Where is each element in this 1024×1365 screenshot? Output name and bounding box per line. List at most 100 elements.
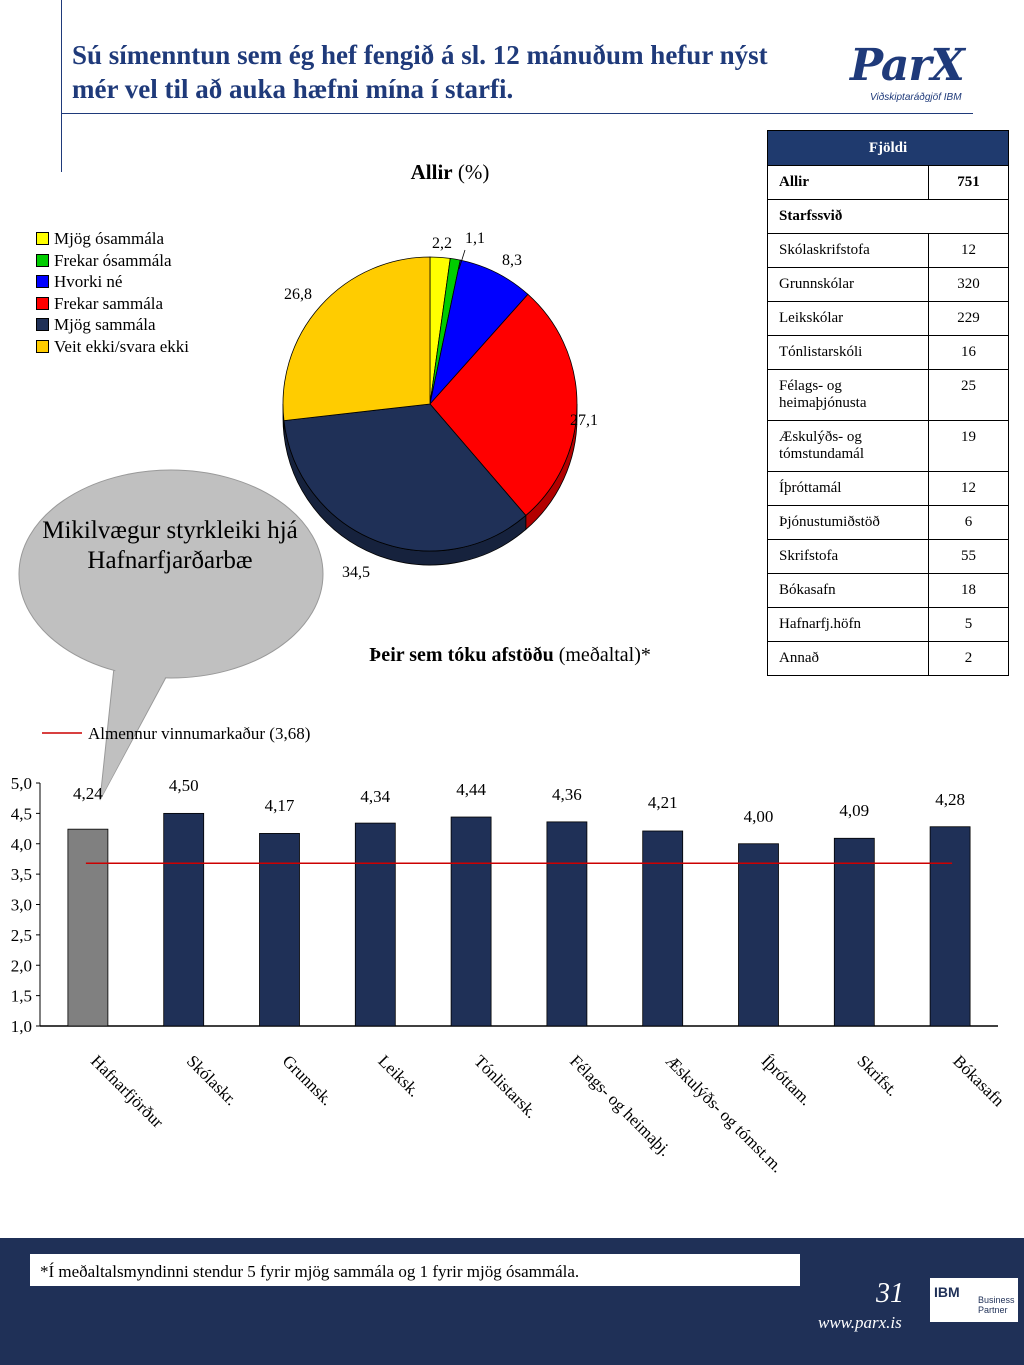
table-cell-label: Skrifstofa [767,539,929,574]
legend-swatch [36,275,49,289]
x-tick-label: Tónlistarsk. [470,1051,541,1122]
bar [259,833,300,1027]
bar-value-label: 4,28 [935,790,965,809]
y-tick-label: 1,0 [11,1017,32,1036]
bar [67,828,109,1027]
table-cell-label: Allir [767,165,929,200]
table-row: Tónlistarskóli 16 [767,335,1009,370]
pie-chart: 2,2 1,1 8,3 27,1 34,5 26,8 [282,230,598,581]
table-row: Íþróttamál 12 [767,471,1009,506]
legend-label: Mjög ósammála [54,229,165,248]
y-tick-label: 5,0 [11,774,32,793]
table-cell-value: 751 [928,165,1009,200]
pie-value-label: 8,3 [502,252,522,269]
table-cell-value: 2 [928,641,1009,676]
table-row: Þjónustumiðstöð 6 [767,505,1009,540]
y-tick-label: 3,0 [11,896,32,915]
pie-value-label: 27,1 [570,412,598,429]
table-cell-value: 229 [928,301,1009,336]
table-row-allir: Allir 751 [767,165,1009,200]
reference-legend-label: Almennur vinnumarkaður (3,68) [88,724,310,743]
legend-swatch [36,232,49,246]
table-cell-label: Leikskólar [767,301,929,336]
y-tick-label: 2,5 [11,926,32,945]
table-cell-value: 16 [928,335,1009,370]
pie-title-bold: Allir [410,160,453,184]
pie-chart-title: Allir (%) [280,160,620,185]
pie-value-label: 2,2 [432,235,452,252]
table-cell-label: Bókasafn [767,573,929,608]
legend-swatch [36,339,49,353]
x-tick-label: Skrifst. [853,1051,902,1100]
bar-chart: 1,0 1,5 2,0 2,5 3,0 3,5 4,0 4,5 5,0 4,24 Hafnarfjö… [11,724,1009,1176]
website-link[interactable]: www.parx.is [818,1313,902,1332]
bar-value-label: 4,34 [360,787,390,806]
legend-label: Frekar sammála [54,293,164,313]
bar [546,821,588,1027]
pie-leader-line [458,249,466,270]
table-cell-label: Grunnskólar [767,267,929,302]
table-cell-label: Tónlistarskóli [767,335,929,370]
bar-value-label: 4,36 [552,785,582,804]
legend-swatch [36,296,49,310]
legend-item: Veit ekki/svara ekki [36,336,189,358]
legend-item: Hvorki né [36,271,189,293]
legend-item: Mjög sammála [36,314,189,336]
table-row: Annað 2 [767,641,1009,676]
speech-bubble-ellipse [18,469,324,679]
legend-swatch [36,318,49,332]
bar-value-label: 4,24 [73,784,103,803]
table-cell-label: Hafnarfj.höfn [767,607,929,642]
x-tick-label: Félags- og heimaþj. [566,1051,675,1160]
legend-label: Veit ekki/svara ekki [54,336,190,356]
speech-bubble-text: Mikilvægur styrkleiki hjá Hafnarfjarðarb… [42,517,298,574]
bar-value-label: 4,21 [648,793,678,812]
table-row: Grunnskólar 320 [767,267,1009,302]
bar [354,822,396,1027]
table-cell-value: 55 [928,539,1009,574]
pie-slice [282,256,431,422]
parx-logo: ParX [850,40,965,91]
x-tick-label: Hafnarfjörður [87,1051,167,1131]
table-cell-label: Æskulýðs- og tómstundamál [767,420,929,472]
legend-item: Frekar ósammála [36,250,189,272]
header-vertical-rule [61,0,62,172]
parx-logo-subtitle: Viðskiptaráðgjöf IBM [870,92,962,103]
pie-legend: Mjög ósammála Frekar ósammála Hvorki né Fre… [36,228,189,357]
table-cell-label: Skólaskrifstofa [767,233,929,268]
legend-swatch [36,253,49,267]
bar [833,837,875,1027]
table-cell-label: Annað [767,641,929,676]
y-tick-label: 3,5 [11,865,32,884]
bar [738,843,779,1027]
bar [929,826,971,1027]
bar-value-label: 4,17 [265,796,295,815]
header-horizontal-rule [61,113,973,114]
x-tick-label: Leiksk. [374,1051,423,1100]
legend-item: Frekar sammála [36,293,189,315]
bar-value-label: 4,44 [456,780,486,799]
table-group-label: Starfssvið [767,199,1009,234]
bar-title-bold: Þeir sem tóku afstöðu [369,644,554,666]
bar-value-label: 4,00 [744,807,774,826]
x-tick-label: Íþróttam. [758,1051,816,1109]
table-cell-value: 320 [928,267,1009,302]
table-row: Skrifstofa 55 [767,539,1009,574]
footnote: *Í meðaltalsmyndinni stendur 5 fyrir mjö… [30,1254,800,1286]
speech-bubble [18,469,324,801]
table-cell-value: 12 [928,471,1009,506]
ibm-business-partner-text: Business Partner [978,1295,1015,1315]
pie-slice [429,293,578,517]
bar [163,812,205,1027]
y-tick-label: 2,0 [11,956,32,975]
page-title: Sú símenntun sem ég hef fengið á sl. 12 … [72,40,768,104]
table-header: Fjöldi [767,130,1009,166]
x-tick-label: Skólaskr. [183,1051,241,1109]
pie-value-label: 1,1 [465,230,485,247]
ibm-logo-text: IBM [934,1284,960,1300]
bar-title-unit: (meðaltal)* [558,644,651,666]
table-cell-value: 18 [928,573,1009,608]
table-row: Leikskólar 229 [767,301,1009,336]
table-cell-value: 19 [928,420,1009,472]
x-tick-label: Bókasafn [949,1051,1008,1110]
